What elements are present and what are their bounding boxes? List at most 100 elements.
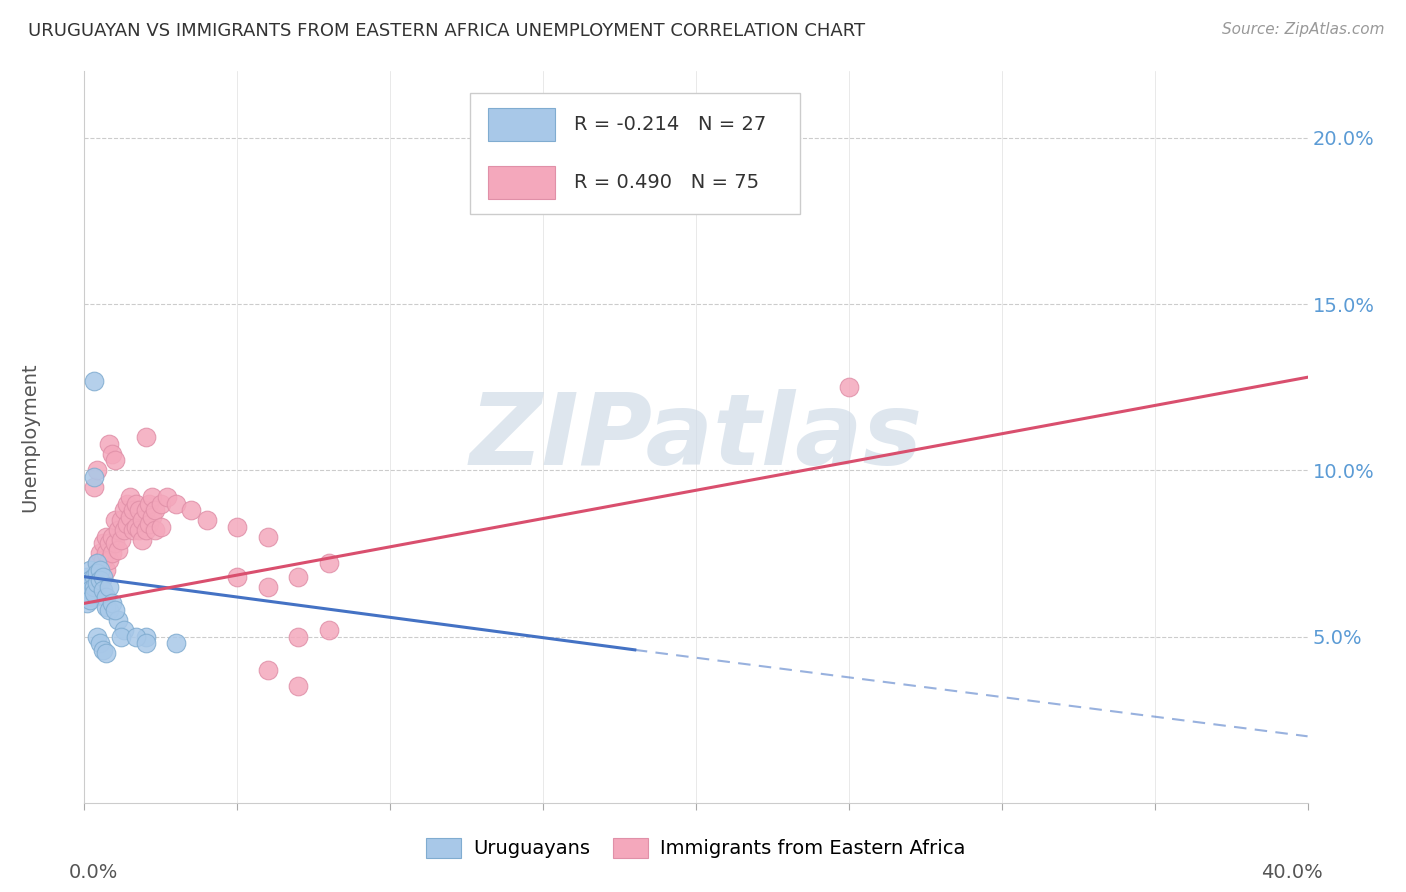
Point — [97, 536, 120, 550]
Text: ZIPatlas: ZIPatlas — [470, 389, 922, 485]
Point — [86, 630, 108, 644]
Point — [165, 497, 187, 511]
Point — [287, 570, 309, 584]
Point — [104, 603, 127, 617]
Point — [125, 497, 148, 511]
Point — [257, 530, 280, 544]
Point — [83, 590, 105, 604]
Point — [76, 570, 98, 584]
Point — [547, 144, 569, 158]
Point — [91, 643, 114, 657]
Text: Source: ZipAtlas.com: Source: ZipAtlas.com — [1222, 22, 1385, 37]
Point — [110, 630, 132, 644]
Point — [107, 543, 129, 558]
Point — [257, 580, 280, 594]
Point — [226, 520, 249, 534]
Point — [104, 453, 127, 467]
Point — [89, 573, 111, 587]
Point — [94, 599, 117, 614]
Point — [149, 497, 172, 511]
Point — [91, 582, 114, 597]
Point — [86, 580, 108, 594]
Point — [180, 503, 202, 517]
Point — [94, 646, 117, 660]
Point — [101, 596, 124, 610]
Point — [135, 523, 157, 537]
Point — [91, 553, 114, 567]
Point — [112, 623, 135, 637]
Point — [107, 523, 129, 537]
Point — [104, 513, 127, 527]
Point — [120, 509, 142, 524]
Point — [86, 576, 108, 591]
Point — [97, 553, 120, 567]
Point — [89, 563, 111, 577]
Text: R = 0.490   N = 75: R = 0.490 N = 75 — [574, 173, 759, 193]
Point — [141, 490, 163, 504]
Point — [149, 520, 172, 534]
Point — [165, 636, 187, 650]
Point — [112, 503, 135, 517]
Point — [79, 582, 101, 597]
Text: Unemployment: Unemployment — [20, 362, 39, 512]
Point — [91, 536, 114, 550]
Point — [110, 533, 132, 548]
Point — [83, 580, 105, 594]
Point — [86, 557, 108, 571]
Point — [91, 570, 114, 584]
Point — [138, 497, 160, 511]
Point — [143, 503, 166, 517]
Point — [122, 523, 145, 537]
Point — [89, 576, 111, 591]
Point — [101, 546, 124, 560]
Point — [86, 557, 108, 571]
Point — [141, 509, 163, 524]
Point — [91, 570, 114, 584]
Point — [89, 636, 111, 650]
Point — [79, 590, 101, 604]
Point — [122, 503, 145, 517]
Point — [138, 516, 160, 531]
Point — [97, 436, 120, 450]
Point — [107, 613, 129, 627]
FancyBboxPatch shape — [470, 94, 800, 214]
Point — [112, 523, 135, 537]
Point — [94, 563, 117, 577]
Point — [838, 380, 860, 394]
Point — [125, 630, 148, 644]
Text: URUGUAYAN VS IMMIGRANTS FROM EASTERN AFRICA UNEMPLOYMENT CORRELATION CHART: URUGUAYAN VS IMMIGRANTS FROM EASTERN AFR… — [28, 22, 865, 40]
Point — [97, 603, 120, 617]
Point — [135, 503, 157, 517]
Point — [135, 430, 157, 444]
Point — [76, 596, 98, 610]
Point — [257, 663, 280, 677]
Point — [128, 503, 150, 517]
Point — [94, 546, 117, 560]
Point — [94, 530, 117, 544]
FancyBboxPatch shape — [488, 108, 555, 141]
Point — [79, 563, 101, 577]
Point — [86, 463, 108, 477]
Point — [115, 497, 138, 511]
Text: 0.0%: 0.0% — [69, 863, 118, 881]
Point — [101, 530, 124, 544]
Legend: Uruguayans, Immigrants from Eastern Africa: Uruguayans, Immigrants from Eastern Afri… — [419, 830, 973, 866]
Point — [120, 490, 142, 504]
Point — [287, 680, 309, 694]
Point — [83, 570, 105, 584]
Text: 40.0%: 40.0% — [1261, 863, 1323, 881]
Point — [83, 570, 105, 584]
Point — [83, 480, 105, 494]
Point — [128, 523, 150, 537]
Point — [156, 490, 179, 504]
Point — [143, 523, 166, 537]
FancyBboxPatch shape — [488, 167, 555, 199]
Point — [131, 513, 153, 527]
Point — [76, 582, 98, 597]
Point — [104, 536, 127, 550]
Point — [86, 570, 108, 584]
Point — [115, 516, 138, 531]
Text: R = -0.214   N = 27: R = -0.214 N = 27 — [574, 115, 766, 134]
Point — [110, 513, 132, 527]
Point — [89, 563, 111, 577]
